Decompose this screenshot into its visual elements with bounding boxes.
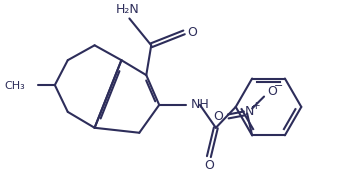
Text: +: + (252, 100, 260, 111)
Text: O: O (267, 85, 277, 98)
Text: N: N (244, 105, 254, 118)
Text: NH: NH (191, 98, 210, 111)
Text: H₂N: H₂N (115, 3, 139, 16)
Text: CH₃: CH₃ (4, 81, 25, 91)
Text: O: O (204, 159, 214, 172)
Text: O: O (213, 110, 223, 123)
Text: O: O (187, 26, 197, 39)
Text: −: − (274, 81, 284, 91)
